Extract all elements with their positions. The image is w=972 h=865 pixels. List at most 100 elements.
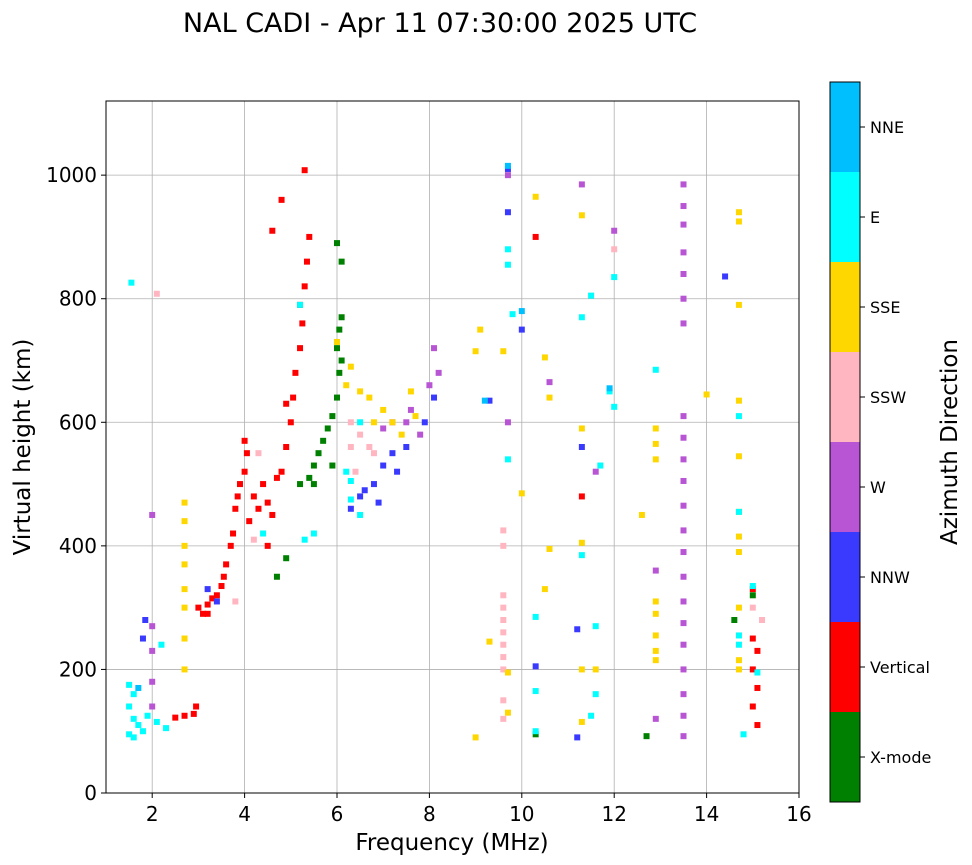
data-point-vertical xyxy=(306,233,313,240)
data-point-ssw xyxy=(370,450,377,457)
colorbar-segment xyxy=(830,352,860,442)
data-point-sse xyxy=(486,638,493,645)
data-point-e xyxy=(301,536,308,543)
data-point-nnw xyxy=(380,462,387,469)
data-point-e xyxy=(592,623,599,630)
data-point-ssw xyxy=(500,604,507,611)
data-point-ssw xyxy=(500,697,507,704)
data-point-vertical xyxy=(220,573,227,580)
data-point-vertical xyxy=(230,530,237,537)
data-point-sse xyxy=(652,598,659,605)
colorbar-segment xyxy=(830,82,860,172)
data-point-vertical xyxy=(190,710,197,717)
colorbar-label: W xyxy=(870,478,886,497)
data-point-sse xyxy=(578,539,585,546)
colorbar-label: SSW xyxy=(870,388,906,407)
y-tick-label: 0 xyxy=(84,781,97,805)
data-point-e xyxy=(504,261,511,268)
data-point-x-mode xyxy=(306,474,313,481)
data-point-sse xyxy=(370,419,377,426)
data-point-sse xyxy=(398,431,405,438)
data-point-sse xyxy=(532,193,539,200)
colorbar-title: Azimuth Direction xyxy=(937,339,963,545)
data-point-nnw xyxy=(142,617,149,623)
data-point-nne xyxy=(606,385,613,392)
data-point-ssw xyxy=(500,542,507,549)
data-point-vertical xyxy=(749,703,756,710)
data-point-vertical xyxy=(195,604,202,611)
data-point-x-mode xyxy=(329,462,336,469)
data-point-nnw xyxy=(213,598,220,605)
data-point-e xyxy=(592,691,599,698)
data-point-sse xyxy=(735,218,742,225)
data-point-e xyxy=(139,728,146,735)
data-point-w xyxy=(680,271,687,277)
colorbar-label: Vertical xyxy=(870,658,930,677)
data-point-ssw xyxy=(500,641,507,648)
data-point-x-mode xyxy=(334,240,340,247)
data-point-vertical xyxy=(260,481,267,488)
data-point-sse xyxy=(389,419,396,426)
data-point-w xyxy=(680,221,687,228)
data-point-e xyxy=(144,712,151,719)
data-point-w xyxy=(680,434,687,441)
data-point-w xyxy=(680,666,687,673)
data-point-x-mode xyxy=(532,731,539,738)
data-point-sse xyxy=(472,348,479,355)
data-point-w xyxy=(652,567,659,574)
data-point-vertical xyxy=(255,505,262,512)
data-point-vertical xyxy=(234,493,241,500)
data-point-sse xyxy=(735,453,742,460)
data-point-sse xyxy=(181,499,188,506)
data-point-ssw xyxy=(347,419,354,426)
data-point-w xyxy=(680,181,687,188)
data-point-sse xyxy=(735,301,742,308)
data-point-vertical xyxy=(290,394,297,401)
data-point-ssw xyxy=(255,450,262,457)
data-point-vertical xyxy=(246,518,253,525)
data-point-vertical xyxy=(303,258,310,265)
data-point-vertical xyxy=(297,345,304,352)
data-point-e xyxy=(163,725,170,732)
x-tick-label: 6 xyxy=(331,802,344,826)
data-point-w xyxy=(680,620,687,627)
data-point-w xyxy=(680,477,687,484)
data-point-vertical xyxy=(273,474,280,481)
data-point-sse xyxy=(181,635,188,642)
data-point-vertical xyxy=(241,468,248,475)
data-point-w xyxy=(431,345,438,352)
data-point-nnw xyxy=(504,165,511,172)
data-point-sse xyxy=(412,413,419,420)
data-point-vertical xyxy=(250,493,257,500)
data-point-e xyxy=(740,731,747,738)
data-point-vertical xyxy=(264,499,271,506)
data-point-nnw xyxy=(347,505,354,512)
data-point-e xyxy=(130,734,137,741)
data-point-e xyxy=(735,508,742,515)
colorbar-frame xyxy=(829,81,861,803)
data-point-e xyxy=(597,462,604,469)
data-point-w xyxy=(504,172,511,179)
data-point-vertical xyxy=(204,601,211,608)
data-point-x-mode xyxy=(297,481,304,488)
data-point-w xyxy=(417,431,424,438)
colorbar-label: NNW xyxy=(870,568,910,587)
data-point-w xyxy=(680,712,687,719)
data-point-sse xyxy=(652,456,659,463)
data-point-vertical xyxy=(200,610,207,617)
data-point-vertical xyxy=(754,647,761,654)
data-point-sse xyxy=(735,604,742,611)
data-point-ssw xyxy=(250,536,257,543)
colorbar-label: X-mode xyxy=(870,748,931,767)
data-point-w xyxy=(680,527,687,534)
data-point-w xyxy=(149,703,156,710)
data-point-sse xyxy=(181,518,188,525)
data-point-w xyxy=(426,382,433,389)
data-point-vertical xyxy=(283,444,290,450)
data-point-vertical xyxy=(241,437,248,444)
data-points xyxy=(126,162,766,741)
data-point-w xyxy=(680,691,687,698)
data-point-vertical xyxy=(301,167,308,174)
data-point-e xyxy=(532,728,539,735)
data-point-e xyxy=(754,669,761,676)
